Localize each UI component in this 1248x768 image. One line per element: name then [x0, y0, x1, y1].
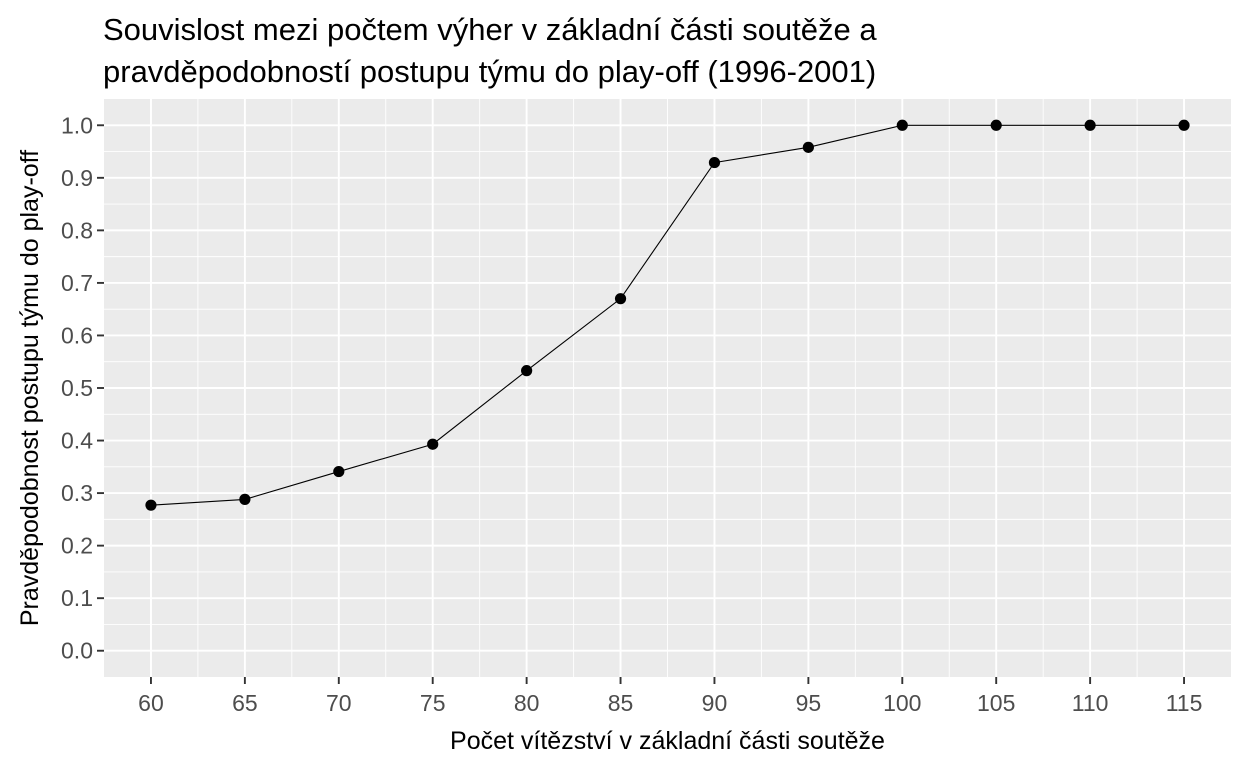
x-tick-label: 115 [1166, 690, 1203, 716]
data-point [1084, 119, 1096, 131]
data-point [239, 493, 251, 505]
chart-title-line-2: pravděpodobností postupu týmu do play-of… [103, 54, 876, 89]
y-tick-label: 0.9 [61, 165, 93, 191]
data-point [708, 156, 721, 169]
data-point [427, 438, 439, 450]
chart-title-line-1: Souvislost mezi počtem výher v základní … [103, 12, 877, 47]
x-tick-label: 85 [608, 690, 634, 716]
x-tick-label: 90 [702, 690, 728, 716]
x-tick-label: 105 [977, 690, 1015, 716]
data-point [896, 119, 908, 131]
series-line [150, 124, 1185, 506]
x-tick-label: 65 [232, 690, 258, 716]
y-tick-label: 0.8 [61, 217, 93, 243]
x-tick-label: 110 [1072, 690, 1109, 716]
y-tick-label: 0.5 [61, 375, 93, 401]
axis-ticks [97, 124, 1185, 684]
y-tick-label: 0.4 [61, 428, 93, 454]
x-tick-label: 100 [883, 690, 921, 716]
y-tick-label: 0.2 [61, 533, 93, 559]
y-tick-label: 0.0 [61, 638, 93, 664]
data-points [145, 119, 1190, 511]
data-point [521, 365, 533, 377]
y-tick-label: 0.6 [61, 322, 93, 348]
data-point [990, 119, 1002, 131]
x-tick-label: 80 [514, 690, 540, 716]
x-tick-label: 60 [138, 690, 164, 716]
y-tick-label: 1.0 [61, 112, 93, 138]
y-tick-labels: 0.0 0.1 0.2 0.3 0.4 0.5 0.6 0.7 0.8 0.9 1.0 [61, 112, 93, 663]
y-axis-title: Pravděpodobnost postupu týmu do play-off [16, 150, 44, 626]
data-point [333, 465, 345, 478]
data-point [802, 141, 814, 153]
x-tick-label: 95 [796, 690, 822, 716]
x-tick-label: 75 [420, 690, 446, 716]
data-point [1178, 119, 1190, 131]
x-axis-title: Počet vítězství v základní části soutěže [450, 727, 885, 755]
x-tick-label: 70 [326, 690, 352, 716]
data-point [614, 293, 627, 305]
x-tick-labels: 60 65 70 75 80 85 90 95 100 105 110 115 [138, 690, 1202, 716]
y-tick-label: 0.3 [61, 480, 93, 506]
y-tick-label: 0.1 [61, 585, 93, 611]
data-point [145, 499, 157, 511]
y-tick-label: 0.7 [61, 270, 93, 296]
